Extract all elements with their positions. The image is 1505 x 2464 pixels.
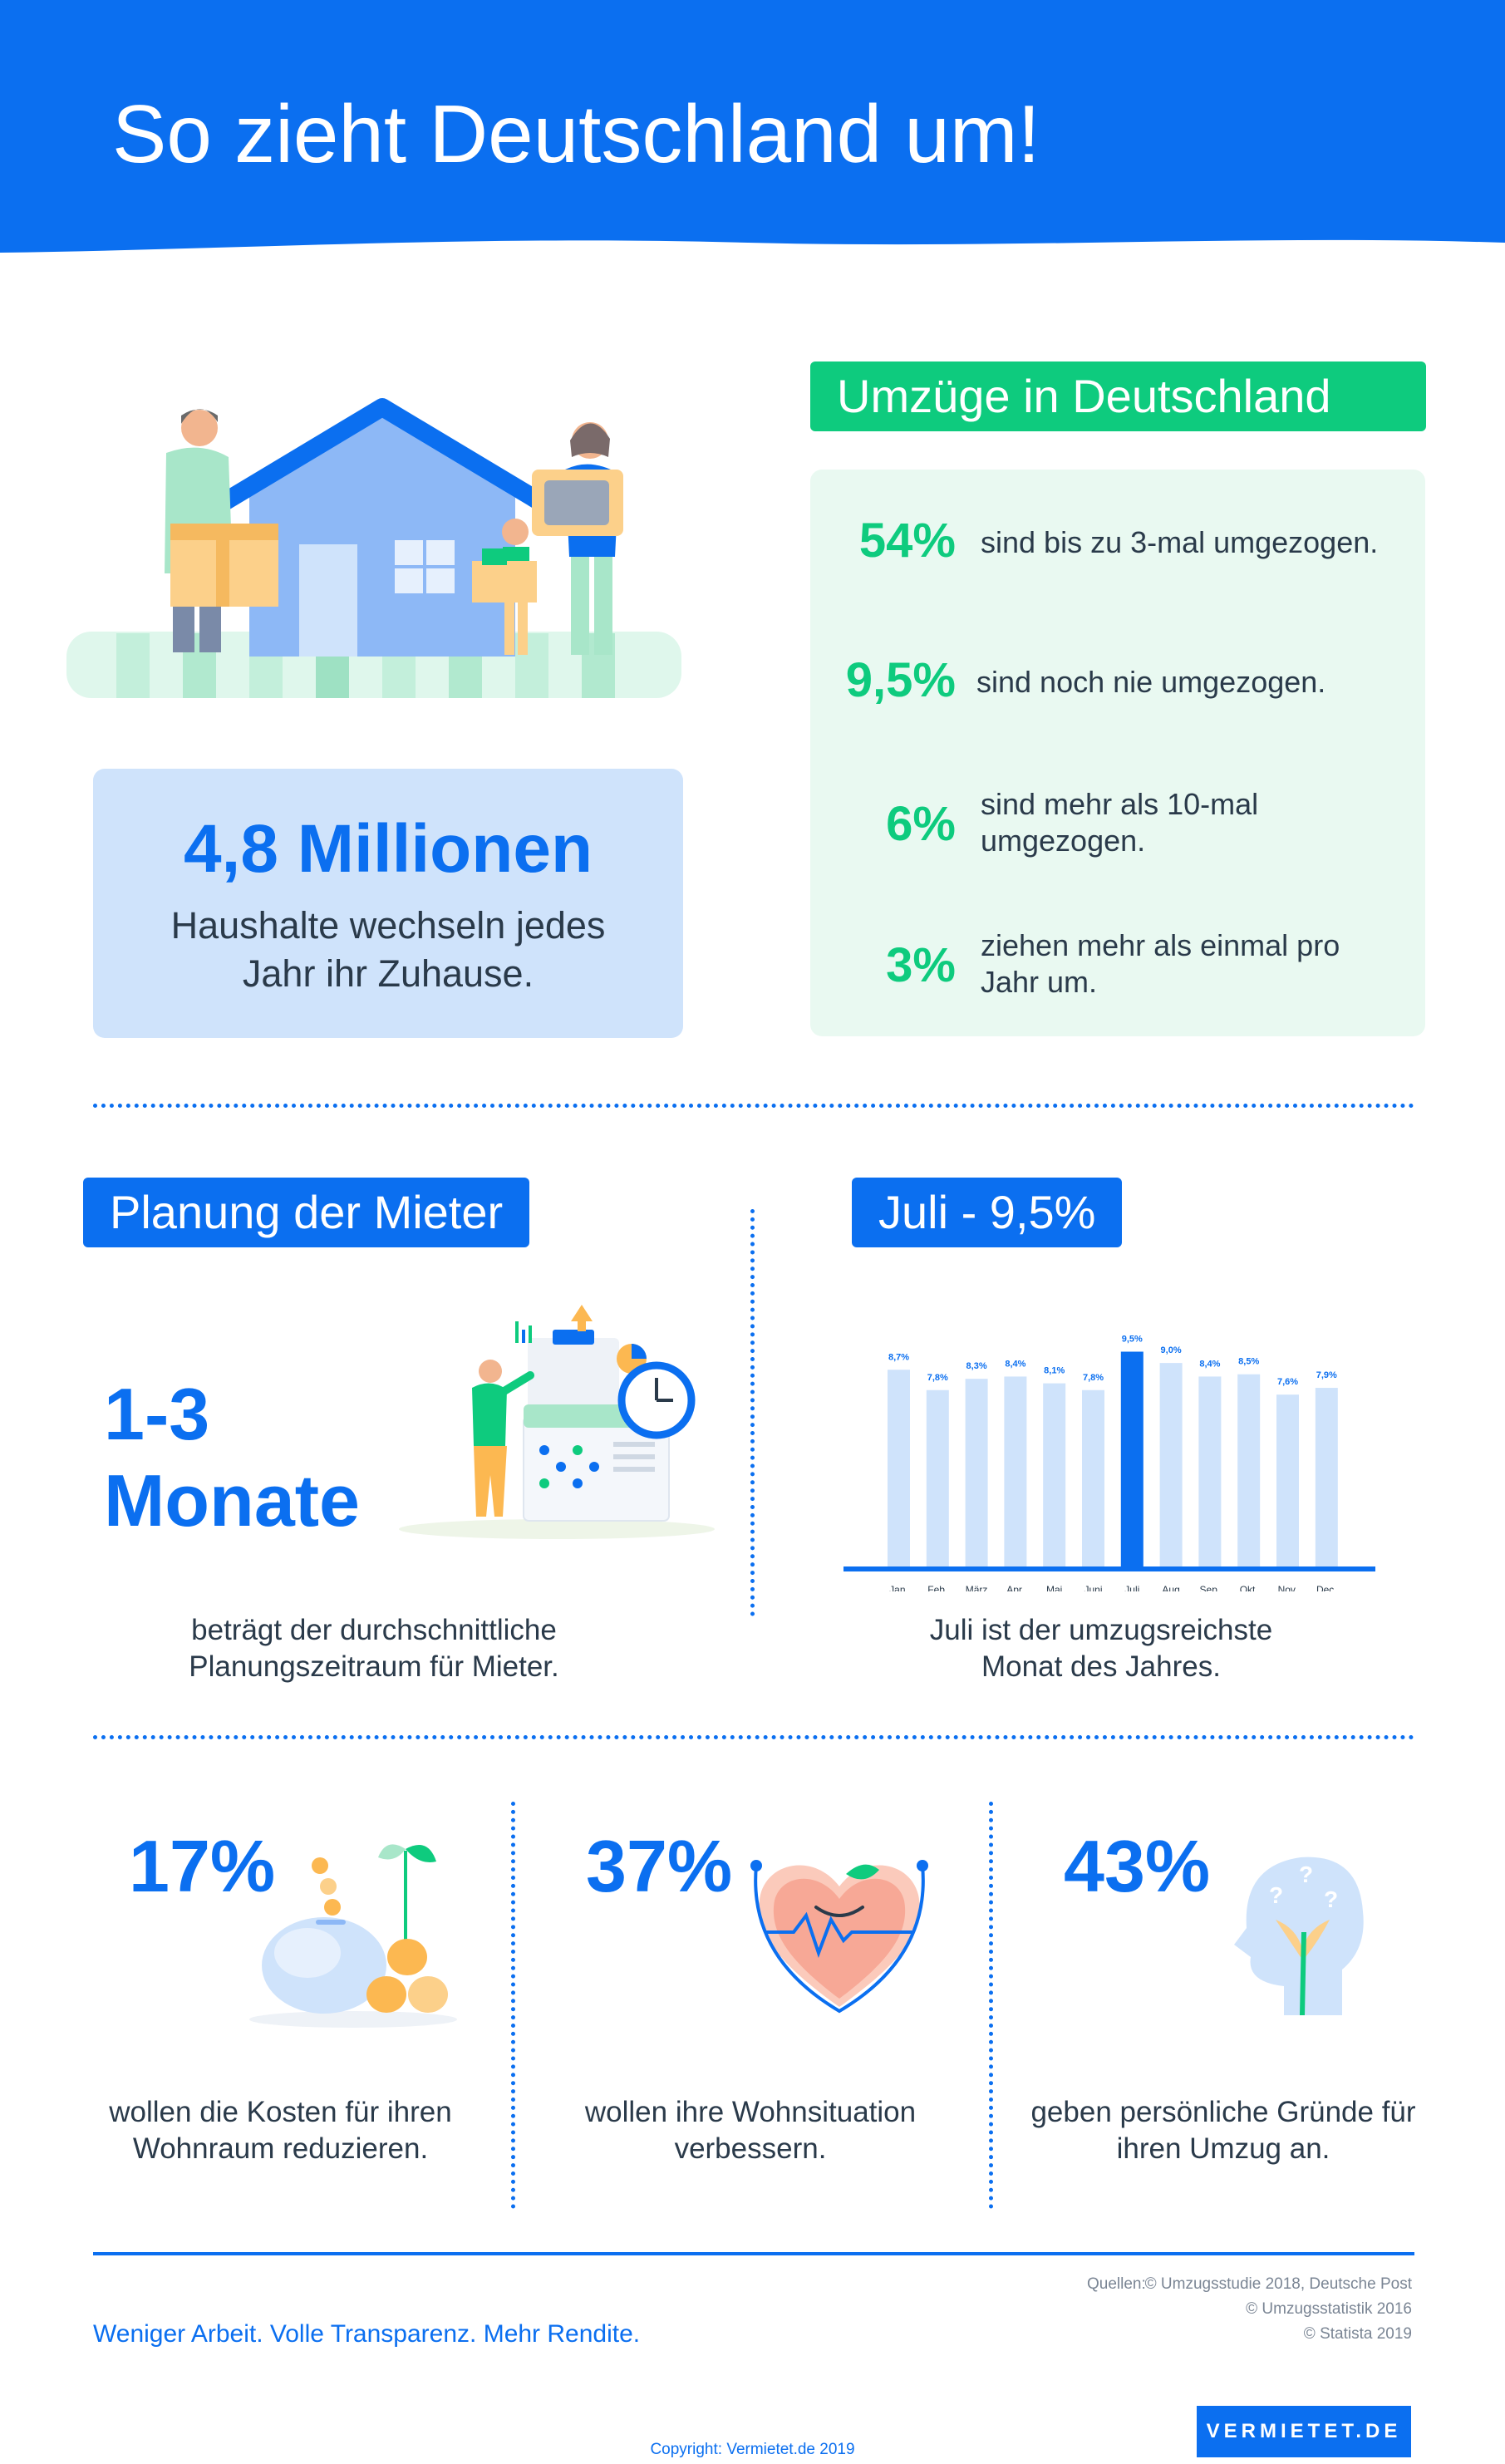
column-divider xyxy=(989,1802,993,2209)
footer-divider xyxy=(93,2252,1414,2255)
bar-value-label: 8,7% xyxy=(888,1352,909,1362)
copyright: Copyright: Vermietet.de 2019 xyxy=(650,2441,855,2458)
section-divider xyxy=(93,1104,1414,1108)
thinking-head-icon: ? ? ? xyxy=(1234,1857,1364,2016)
stat-text: sind bis zu 3-mal umgezogen. xyxy=(981,525,1379,559)
stat-text: ziehen mehr als einmal pro Jahr um. xyxy=(981,928,1340,999)
households-value: 4,8 Millionen xyxy=(183,811,593,887)
bar-value-label: 8,3% xyxy=(966,1361,987,1371)
bar-value-label: 9,5% xyxy=(1122,1335,1143,1345)
reason-percentage: 43% xyxy=(1064,1825,1211,1907)
households-box: 4,8 Millionen Haushalte wechseln jedes J… xyxy=(93,769,683,1038)
bar-value-label: 7,8% xyxy=(927,1373,948,1383)
july-heading: Juli - 9,5% xyxy=(852,1178,1123,1247)
reason-percentage: 17% xyxy=(129,1825,276,1907)
x-tick-label: Apr. xyxy=(1006,1584,1024,1591)
bar-value-label: 8,4% xyxy=(1199,1359,1220,1369)
svg-text:?: ? xyxy=(1299,1862,1313,1887)
stat-percentage: 54% xyxy=(858,514,956,568)
bar-value-label: 9,0% xyxy=(1161,1345,1182,1355)
reason-caption: wollen ihre Wohnsituation verbessern. xyxy=(584,2096,917,2165)
x-tick-label: Jan. xyxy=(889,1584,908,1591)
x-tick-label: Okt. xyxy=(1240,1584,1258,1591)
sources-label: Quellen: xyxy=(1087,2275,1146,2293)
bar-Feb. xyxy=(926,1389,949,1566)
bar-value-label: 7,9% xyxy=(1316,1370,1337,1380)
x-tick-label: Juli xyxy=(1124,1584,1139,1591)
section-divider xyxy=(93,1735,1414,1739)
source-item: © Statista 2019 xyxy=(1303,2325,1412,2343)
calendar-planning-illustration xyxy=(399,1305,715,1539)
stat-percentage: 3% xyxy=(886,938,956,992)
monthly-moves-bar-chart: 8,7% Jan. 7,8% Feb. 8,3% März 8,4% Apr. 8,1% Mai 7… xyxy=(843,1335,1375,1591)
reason-caption: wollen die Kosten für ihren Wohnraum red… xyxy=(109,2096,452,2165)
households-text: Haushalte wechseln jedes Jahr ihr Zuhaus… xyxy=(170,904,606,995)
bar-value-label: 8,1% xyxy=(1044,1366,1065,1376)
stat-percentage: 9,5% xyxy=(845,653,956,707)
header-banner xyxy=(0,0,1505,253)
stat-percentage: 6% xyxy=(886,797,956,851)
moves-heading: Umzüge in Deutschland xyxy=(810,361,1426,431)
planning-value-range: 1-3 xyxy=(104,1373,210,1455)
reason-caption: geben persönliche Gründe für ihren Umzug… xyxy=(1030,2096,1416,2165)
bar-Dec. xyxy=(1315,1388,1338,1566)
piggy-bank-icon xyxy=(249,1844,457,2028)
bar-value-label: 8,5% xyxy=(1238,1357,1259,1367)
planning-value-unit: Monate xyxy=(104,1459,360,1542)
planning-value: 1-3 Monate xyxy=(104,1371,360,1544)
page-title: So zieht Deutschland um! xyxy=(112,88,1040,180)
source-item: © Umzugsstudie 2018, Deutsche Post xyxy=(1144,2275,1412,2293)
bar-value-label: 7,6% xyxy=(1277,1377,1298,1387)
x-tick-label: Dec. xyxy=(1316,1584,1337,1591)
bar-Juni xyxy=(1082,1389,1104,1566)
x-tick-label: Aug xyxy=(1162,1584,1179,1591)
slogan: Weniger Arbeit. Volle Transparenz. Mehr … xyxy=(93,2320,641,2348)
bar-Aug xyxy=(1159,1363,1183,1566)
svg-text:?: ? xyxy=(1269,1882,1283,1908)
stat-text: sind noch nie umgezogen. xyxy=(976,665,1326,699)
x-tick-label: März xyxy=(966,1584,988,1591)
bar-value-label: 8,4% xyxy=(1005,1359,1025,1369)
x-tick-label: Nov. xyxy=(1278,1584,1298,1591)
family-moving-illustration xyxy=(66,398,681,698)
brand-logo[interactable]: VERMIETET.DE xyxy=(1197,2406,1411,2457)
x-tick-label: Juni xyxy=(1084,1584,1102,1591)
bar-Okt. xyxy=(1237,1374,1261,1566)
bar-value-label: 7,8% xyxy=(1083,1373,1104,1383)
source-item: © Umzugsstatistik 2016 xyxy=(1246,2300,1412,2318)
x-tick-label: Feb. xyxy=(927,1584,947,1591)
bar-März xyxy=(965,1379,988,1566)
bar-Jan. xyxy=(888,1370,910,1566)
x-tick-label: Sep. xyxy=(1200,1584,1221,1591)
svg-text:?: ? xyxy=(1324,1886,1338,1912)
planning-heading: Planung der Mieter xyxy=(83,1178,530,1247)
column-divider xyxy=(750,1209,755,1616)
reason-percentage: 37% xyxy=(586,1825,733,1907)
stat-text: sind mehr als 10-mal umgezogen. xyxy=(981,787,1259,858)
bar-Sep. xyxy=(1198,1376,1222,1566)
bar-Mai xyxy=(1043,1383,1066,1566)
bar-Apr. xyxy=(1004,1376,1027,1566)
x-tick-label: Mai xyxy=(1046,1584,1062,1591)
bar-Nov. xyxy=(1276,1394,1299,1566)
column-divider xyxy=(511,1802,515,2209)
moves-stats-box: 54% sind bis zu 3-mal umgezogen. 9,5% si… xyxy=(810,470,1425,1036)
july-caption: Juli ist der umzugsreichste Monat des Ja… xyxy=(929,1614,1273,1683)
bar-Juli xyxy=(1120,1351,1144,1566)
heart-icon xyxy=(750,1860,928,2014)
planning-caption: beträgt der durchschnittliche Planungsze… xyxy=(189,1614,559,1683)
